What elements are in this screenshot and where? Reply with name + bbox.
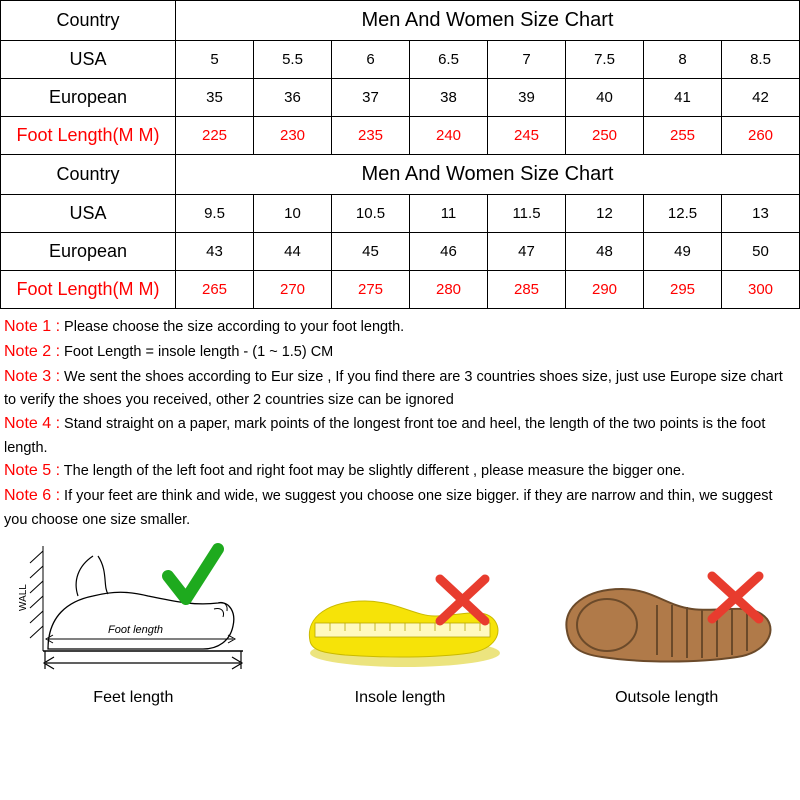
outsole-diagram-svg <box>547 561 787 681</box>
row-european-2: European 43 44 45 46 47 48 49 50 <box>1 233 800 271</box>
note-2: Note 2 : Foot Length = insole length - (… <box>4 340 796 365</box>
row-usa-2: USA 9.5 10 10.5 11 11.5 12 12.5 13 <box>1 195 800 233</box>
note-6: Note 6 : If your feet are think and wide… <box>4 484 796 531</box>
svg-text:WALL: WALL <box>18 584 29 611</box>
notes-section: Note 1 : Please choose the size accordin… <box>0 309 800 531</box>
feet-diagram-svg: WALL Foot length <box>18 541 248 681</box>
caption-insole: Insole length <box>277 689 524 707</box>
diagram-insole: Insole length <box>277 561 524 707</box>
note-1: Note 1 : Please choose the size accordin… <box>4 315 796 340</box>
chart-title: Men And Women Size Chart <box>176 1 800 41</box>
label-country: Country <box>1 1 176 41</box>
label-footlen: Foot Length(M M) <box>1 117 176 155</box>
diagram-feet: WALL Foot length <box>10 541 257 707</box>
caption-feet: Feet length <box>10 689 257 707</box>
note-5: Note 5 : The length of the left foot and… <box>4 459 796 484</box>
chart-title: Men And Women Size Chart <box>176 155 800 195</box>
size-chart-table: Country Men And Women Size Chart USA 5 5… <box>0 0 800 309</box>
diagrams-row: WALL Foot length <box>0 531 800 731</box>
label-european: European <box>1 79 176 117</box>
note-3: Note 3 : We sent the shoes according to … <box>4 365 796 412</box>
label-european: European <box>1 233 176 271</box>
label-usa: USA <box>1 195 176 233</box>
caption-outsole: Outsole length <box>543 689 790 707</box>
label-usa: USA <box>1 41 176 79</box>
note-4: Note 4 : Stand straight on a paper, mark… <box>4 412 796 459</box>
row-european-1: European 35 36 37 38 39 40 41 42 <box>1 79 800 117</box>
check-icon <box>168 549 218 599</box>
label-country: Country <box>1 155 176 195</box>
row-footlen-2: Foot Length(M M) 265 270 275 280 285 290… <box>1 271 800 309</box>
row-usa-1: USA 5 5.5 6 6.5 7 7.5 8 8.5 <box>1 41 800 79</box>
row-footlen-1: Foot Length(M M) 225 230 235 240 245 250… <box>1 117 800 155</box>
label-footlen: Foot Length(M M) <box>1 271 176 309</box>
svg-text:Foot length: Foot length <box>108 624 163 636</box>
insole-diagram-svg <box>285 561 515 681</box>
diagram-outsole: Outsole length <box>543 561 790 707</box>
